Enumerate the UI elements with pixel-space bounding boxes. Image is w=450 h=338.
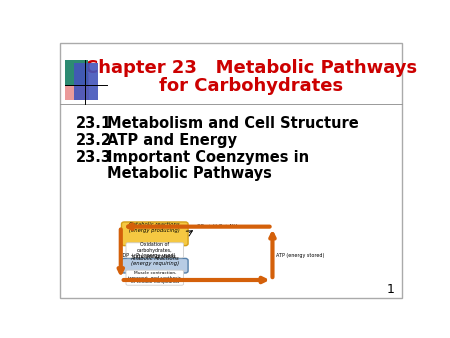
Text: Metabolic Pathways: Metabolic Pathways [107, 166, 272, 181]
Bar [74, 63, 98, 100]
Text: Anabolic reactions
(energy requiring): Anabolic reactions (energy requiring) [130, 256, 179, 266]
FancyBboxPatch shape [122, 258, 188, 273]
Text: for Carbohydrates: for Carbohydrates [159, 77, 344, 95]
FancyBboxPatch shape [126, 270, 184, 285]
Text: Oxidation of
carbohydrates,
fats, and proteins: Oxidation of carbohydrates, fats, and pr… [134, 242, 176, 259]
Text: ATP (energy stored): ATP (energy stored) [276, 253, 324, 258]
Text: Muscle contraction,
transport, and synthesis
of cellular compounds: Muscle contraction, transport, and synth… [128, 271, 181, 284]
FancyBboxPatch shape [122, 222, 188, 246]
Bar [65, 60, 88, 86]
Text: 23.3: 23.3 [76, 150, 112, 165]
Text: ADP + Pᵢ (energy used): ADP + Pᵢ (energy used) [119, 253, 176, 258]
FancyBboxPatch shape [126, 243, 184, 258]
Text: ATP and Energy: ATP and Energy [107, 133, 237, 148]
Text: Important Coenzymes in: Important Coenzymes in [107, 150, 309, 165]
Text: Chapter 23   Metabolic Pathways: Chapter 23 Metabolic Pathways [86, 59, 418, 77]
Text: 1: 1 [387, 283, 395, 296]
Text: 23.1: 23.1 [76, 116, 112, 131]
Text: 23.2: 23.2 [76, 133, 112, 148]
Text: Catabolic reactions
(energy producing): Catabolic reactions (energy producing) [130, 222, 180, 233]
Text: Metabolism and Cell Structure: Metabolism and Cell Structure [107, 116, 359, 131]
Text: CO₂ + H₂O + NH₃: CO₂ + H₂O + NH₃ [198, 224, 239, 229]
Bar [65, 73, 90, 100]
